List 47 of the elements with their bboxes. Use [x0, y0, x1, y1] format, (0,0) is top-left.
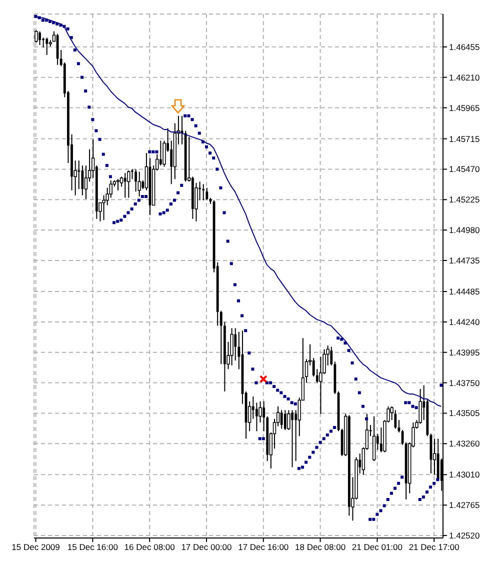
- candlestick: [394, 410, 397, 430]
- candlestick: [159, 140, 162, 166]
- candlestick: [418, 388, 422, 424]
- candlestick: [38, 30, 41, 46]
- y-tick-label: 1.42520: [449, 530, 480, 541]
- candlestick: [124, 172, 126, 198]
- y-tick-label: 1.43010: [449, 470, 480, 480]
- candlestick: [234, 328, 237, 361]
- candlestick: [372, 416, 376, 462]
- candlestick: [116, 178, 120, 191]
- candlestick: [206, 187, 208, 201]
- y-tick-label: 1.43505: [449, 408, 480, 418]
- candlestick: [291, 410, 294, 468]
- y-tick-label: 1.44485: [449, 286, 480, 297]
- x-tick-label: 21 Dec 01:00: [352, 542, 403, 552]
- x-tick-label: 21 Dec 17:00: [408, 542, 460, 552]
- y-tick-label: 1.45470: [449, 164, 480, 174]
- y-tick-label: 1.46210: [449, 72, 480, 82]
- candlestick: [81, 164, 84, 196]
- candlestick: [127, 170, 130, 198]
- candlestick: [256, 402, 258, 432]
- y-tick-label: 1.45715: [449, 134, 480, 144]
- candlestick: [230, 328, 234, 366]
- y-tick-label: 1.45965: [449, 102, 480, 113]
- candlestick: [284, 410, 286, 430]
- y-tick-label: 1.43260: [449, 438, 480, 449]
- y-tick-label: 1.46455: [449, 42, 480, 52]
- candlestick: [34, 30, 38, 44]
- candlestick: [46, 37, 48, 56]
- candlestick: [280, 410, 283, 430]
- candlestick: [138, 171, 141, 198]
- y-tick-label: 1.44735: [449, 255, 480, 266]
- x-tick-label: 15 Dec 2009: [12, 542, 60, 552]
- y-tick-label: 1.44980: [449, 225, 480, 236]
- y-tick-label: 1.42765: [449, 500, 480, 510]
- y-tick-label: 1.44240: [449, 316, 480, 327]
- x-tick-label: 15 Dec 16:00: [67, 542, 118, 552]
- y-tick-label: 1.43995: [449, 347, 480, 358]
- x-tick-label: 17 Dec 00:00: [181, 542, 232, 552]
- candlestick: [432, 438, 436, 476]
- candlestick: [134, 168, 137, 192]
- y-tick-label: 1.43750: [449, 378, 480, 388]
- x-tick-label: 18 Dec 08:00: [295, 542, 346, 552]
- y-tick-label: 1.45225: [449, 194, 480, 205]
- x-tick-label: 17 Dec 16:00: [238, 542, 289, 552]
- x-tick-label: 16 Dec 08:00: [124, 542, 176, 552]
- candlestick: [202, 184, 205, 201]
